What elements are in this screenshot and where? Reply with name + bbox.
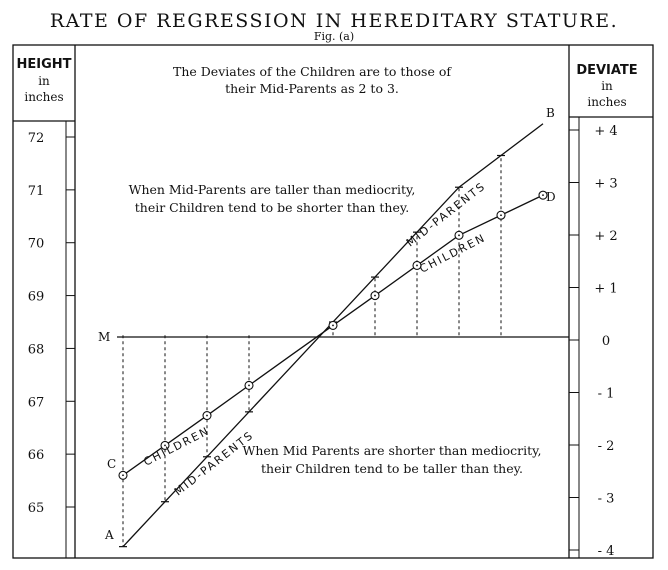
label-children-upper: CHILDREN bbox=[417, 231, 488, 276]
right-tick-label: + 1 bbox=[594, 282, 617, 297]
annotation-shorter-line2: their Children tend to be taller than th… bbox=[261, 461, 523, 476]
left-tick-label: 70 bbox=[28, 237, 45, 252]
children-marker-dot bbox=[416, 264, 418, 267]
left-tick-label: 67 bbox=[28, 395, 45, 410]
children-marker-dot bbox=[458, 234, 460, 237]
children-marker-dot bbox=[248, 384, 250, 387]
right-tick-label: - 1 bbox=[598, 387, 615, 402]
right-axis-ticks: + 4 + 3 + 2 + 1 0 - 1 - 2 - 3 - 4 bbox=[569, 124, 618, 559]
series-markers bbox=[118, 190, 548, 480]
point-label-c: C bbox=[107, 457, 116, 471]
left-tick-label: 69 bbox=[28, 290, 45, 305]
right-tick-label: + 2 bbox=[594, 229, 617, 244]
children-marker-dot bbox=[542, 194, 544, 197]
right-header-title: DEVIATE bbox=[576, 63, 637, 78]
right-tick-label: - 4 bbox=[598, 544, 615, 559]
left-header-title: HEIGHT bbox=[16, 57, 71, 72]
right-tick-label: - 2 bbox=[598, 439, 615, 454]
left-axis-ticks: 72 71 70 69 68 67 66 65 bbox=[28, 131, 75, 516]
children-marker-dot bbox=[374, 294, 376, 297]
point-label-b: B bbox=[546, 106, 555, 120]
annotation-taller-line1: When Mid-Parents are taller than mediocr… bbox=[129, 182, 416, 197]
children-marker-dot bbox=[122, 474, 124, 477]
left-header-inches: inches bbox=[24, 90, 63, 104]
right-tick-label: - 3 bbox=[598, 492, 615, 507]
children-marker-dot bbox=[164, 444, 166, 447]
children-marker-dot bbox=[500, 214, 502, 217]
annotation-top-line1: The Deviates of the Children are to thos… bbox=[173, 64, 452, 79]
left-tick-label: 71 bbox=[28, 184, 45, 199]
annotation-top-line2: their Mid-Parents as 2 to 3. bbox=[225, 81, 399, 96]
right-tick-label: 0 bbox=[602, 334, 610, 349]
left-tick-label: 72 bbox=[28, 131, 45, 146]
point-label-d: D bbox=[546, 190, 556, 204]
annotation-taller-line2: their Children tend to be shorter than t… bbox=[135, 200, 410, 215]
chart-subtitle: Fig. (a) bbox=[314, 30, 354, 43]
left-header-in: in bbox=[38, 74, 50, 88]
children-marker-dot bbox=[206, 414, 208, 417]
right-header-in: in bbox=[601, 79, 613, 93]
left-tick-label: 65 bbox=[28, 501, 45, 516]
right-header-inches: inches bbox=[587, 95, 626, 109]
children-marker-dot bbox=[332, 324, 334, 327]
left-tick-label: 66 bbox=[28, 448, 45, 463]
point-label-a: A bbox=[104, 528, 114, 542]
annotation-shorter-line1: When Mid Parents are shorter than medioc… bbox=[242, 443, 541, 458]
point-label-m: M bbox=[98, 330, 110, 344]
right-tick-label: + 4 bbox=[594, 124, 617, 139]
outer-frame bbox=[12, 44, 654, 559]
left-tick-label: 68 bbox=[28, 342, 45, 357]
right-tick-label: + 3 bbox=[594, 177, 617, 192]
chart-title: RATE OF REGRESSION IN HEREDITARY STATURE… bbox=[50, 10, 618, 32]
